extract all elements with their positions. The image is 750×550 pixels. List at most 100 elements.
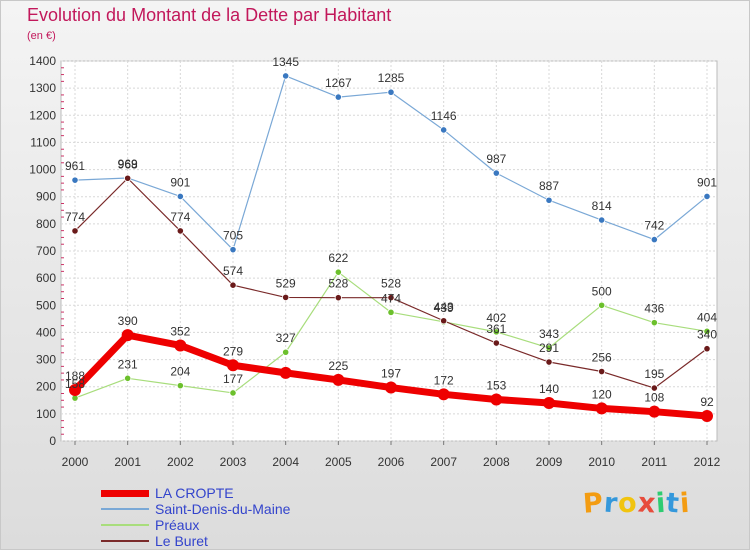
chart-subtitle: (en €) <box>27 30 56 42</box>
x-tick-label: 2005 <box>325 455 352 469</box>
data-label: 500 <box>592 284 612 298</box>
y-tick-label: 200 <box>36 380 56 394</box>
data-label: 197 <box>381 367 401 381</box>
legend-swatch <box>101 540 149 542</box>
data-point <box>703 327 711 335</box>
data-point <box>279 366 292 379</box>
x-tick-label: 2012 <box>694 455 721 469</box>
data-label: 529 <box>276 276 296 290</box>
data-label: 279 <box>223 344 243 358</box>
logo-letter: i <box>679 487 692 520</box>
data-point <box>282 293 290 302</box>
data-label: 327 <box>276 331 296 345</box>
data-point <box>69 383 81 396</box>
data-label: 987 <box>486 152 506 166</box>
data-label: 1146 <box>431 109 457 123</box>
data-label: 901 <box>697 175 717 189</box>
y-tick-label: 700 <box>36 244 56 258</box>
data-label: 108 <box>644 391 664 405</box>
legend-item: Saint-Denis-du-Maine <box>101 501 361 517</box>
data-point <box>490 393 503 406</box>
data-point <box>282 72 290 80</box>
y-tick-label: 600 <box>36 271 56 285</box>
data-point <box>176 227 184 235</box>
legend-swatch <box>101 508 149 510</box>
data-point <box>545 358 553 366</box>
data-point <box>282 348 290 356</box>
data-point <box>334 294 342 302</box>
data-label: 177 <box>223 372 243 386</box>
y-tick-label: 1300 <box>29 81 56 95</box>
data-label: 887 <box>539 179 559 193</box>
data-label: 195 <box>644 367 664 381</box>
data-point <box>176 192 184 201</box>
legend-item: Préaux <box>101 517 361 533</box>
data-point <box>174 339 187 352</box>
proxiti-logo: Proxiti <box>581 487 692 520</box>
x-tick-label: 2008 <box>483 455 510 469</box>
data-label: 140 <box>539 382 559 396</box>
data-point <box>387 88 395 96</box>
data-label: 528 <box>381 277 401 291</box>
data-label: 969 <box>118 157 138 171</box>
data-label: 439 <box>434 301 454 315</box>
data-label: 968 <box>118 157 138 171</box>
data-label: 390 <box>118 314 138 328</box>
data-label: 443 <box>434 300 454 314</box>
chart-title: Evolution du Montant de la Dette par Hab… <box>27 5 392 25</box>
data-label: 961 <box>65 159 85 173</box>
y-tick-label: 400 <box>36 325 56 339</box>
data-label: 361 <box>486 322 506 336</box>
data-point <box>437 388 450 401</box>
data-point <box>650 384 658 392</box>
x-tick-label: 2007 <box>430 455 457 469</box>
data-point <box>121 329 134 342</box>
data-label: 352 <box>170 324 190 338</box>
data-point <box>595 402 608 415</box>
legend-swatch <box>101 490 149 497</box>
data-point <box>598 301 606 309</box>
x-tick-label: 2009 <box>536 455 563 469</box>
data-point <box>492 328 500 336</box>
data-label: 622 <box>328 251 348 265</box>
legend-label: Préaux <box>155 517 200 533</box>
data-label: 404 <box>697 310 717 324</box>
data-label: 343 <box>539 327 559 341</box>
data-label: 402 <box>486 311 506 325</box>
data-point <box>332 373 345 386</box>
data-label: 256 <box>592 351 612 365</box>
data-label: 1285 <box>378 71 405 85</box>
data-point <box>598 367 606 376</box>
data-point <box>229 389 237 397</box>
data-point <box>124 174 132 182</box>
x-tick-label: 2010 <box>588 455 615 469</box>
y-tick-label: 100 <box>36 407 56 421</box>
data-label: 474 <box>381 291 401 305</box>
data-label: 774 <box>65 210 85 224</box>
data-label: 158 <box>65 377 85 391</box>
y-tick-label: 500 <box>36 298 56 312</box>
data-point <box>650 319 658 327</box>
data-point <box>701 410 713 423</box>
data-label: 528 <box>328 277 348 291</box>
data-point <box>387 294 395 302</box>
data-point <box>71 176 79 184</box>
data-label: 1345 <box>272 55 299 69</box>
x-tick-label: 2002 <box>167 455 194 469</box>
logo-letter: P <box>581 487 605 520</box>
data-label: 231 <box>118 357 138 371</box>
x-tick-label: 2006 <box>378 455 405 469</box>
logo-letter: o <box>617 487 639 520</box>
legend-item: LA CROPTE <box>101 485 361 501</box>
data-point <box>703 192 711 201</box>
data-label: 814 <box>592 199 612 213</box>
x-tick-label: 2011 <box>641 455 667 469</box>
x-tick-label: 2001 <box>114 455 141 469</box>
legend-label: Saint-Denis-du-Maine <box>155 501 291 517</box>
x-tick-label: 2004 <box>272 455 299 469</box>
data-point <box>492 339 500 347</box>
data-label: 153 <box>486 378 506 392</box>
data-point <box>227 359 239 372</box>
data-label: 291 <box>539 341 559 355</box>
